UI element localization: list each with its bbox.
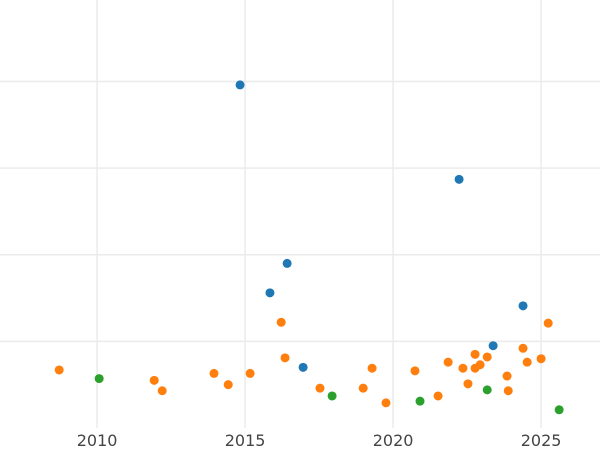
data-point [482, 352, 492, 362]
data-point [235, 80, 245, 90]
data-point [502, 371, 512, 381]
data-point [518, 343, 528, 353]
data-point [536, 354, 546, 364]
data-point [554, 405, 564, 415]
x-axis-ticks: 2010 2015 2020 2025 [77, 431, 562, 450]
data-point [475, 360, 485, 370]
data-point [54, 365, 64, 375]
data-point [245, 368, 255, 378]
data-point [503, 386, 513, 396]
data-point [454, 174, 464, 184]
data-point [298, 362, 308, 372]
data-point [518, 301, 528, 311]
data-point [358, 383, 368, 393]
data-point [265, 288, 275, 298]
data-point [482, 385, 492, 395]
x-tick-label: 2025 [521, 431, 562, 450]
data-point [433, 391, 443, 401]
data-points [54, 80, 564, 415]
data-point [223, 380, 233, 390]
x-tick-label: 2020 [373, 431, 414, 450]
data-point [470, 349, 480, 359]
data-point [209, 368, 219, 378]
data-point [522, 357, 532, 367]
data-point [149, 375, 159, 385]
gridlines [0, 0, 600, 428]
x-tick-label: 2015 [225, 431, 266, 450]
x-tick-label: 2010 [77, 431, 118, 450]
data-point [458, 363, 468, 373]
data-point [463, 379, 473, 389]
data-point [94, 374, 104, 384]
data-point [410, 366, 420, 376]
data-point [157, 386, 167, 396]
data-point [443, 357, 453, 367]
data-point [488, 341, 498, 351]
data-point [282, 258, 292, 268]
data-point [280, 353, 290, 363]
data-point [276, 317, 286, 327]
data-point [543, 318, 553, 328]
data-point [315, 383, 325, 393]
data-point [327, 391, 337, 401]
data-point [415, 396, 425, 406]
data-point [367, 363, 377, 373]
data-point [381, 398, 391, 408]
